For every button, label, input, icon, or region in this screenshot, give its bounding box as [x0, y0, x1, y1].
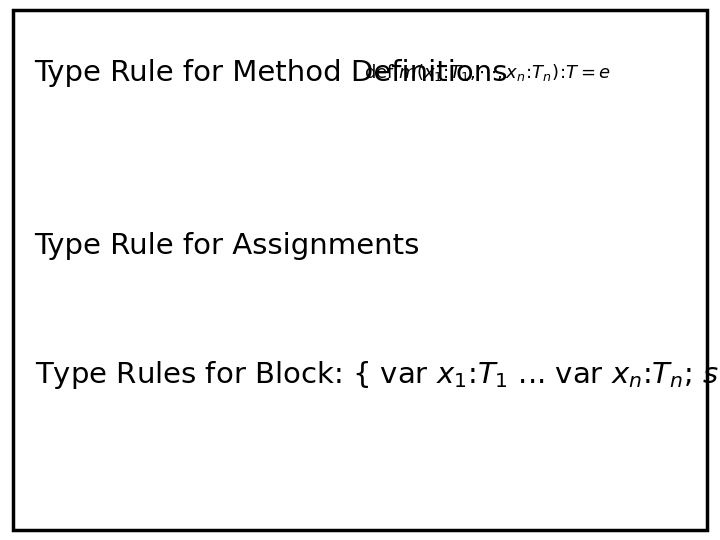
FancyBboxPatch shape — [13, 10, 707, 530]
Text: Type Rules for Block: { var $x_1$:$T_1$ ... var $x_n$:$T_n$; $s_1$; ... $s_m$; e: Type Rules for Block: { var $x_1$:$T_1$ … — [35, 359, 720, 392]
Text: Type Rule for Assignments: Type Rule for Assignments — [35, 232, 420, 260]
Text: Type Rule for Method Definitions: Type Rule for Method Definitions — [35, 59, 508, 87]
Text: $\mathsf{def}\ m(x_1\!:\!T_1,\cdots,x_n\!:\!T_n)\!:\!T = e$: $\mathsf{def}\ m(x_1\!:\!T_1,\cdots,x_n\… — [364, 63, 611, 83]
